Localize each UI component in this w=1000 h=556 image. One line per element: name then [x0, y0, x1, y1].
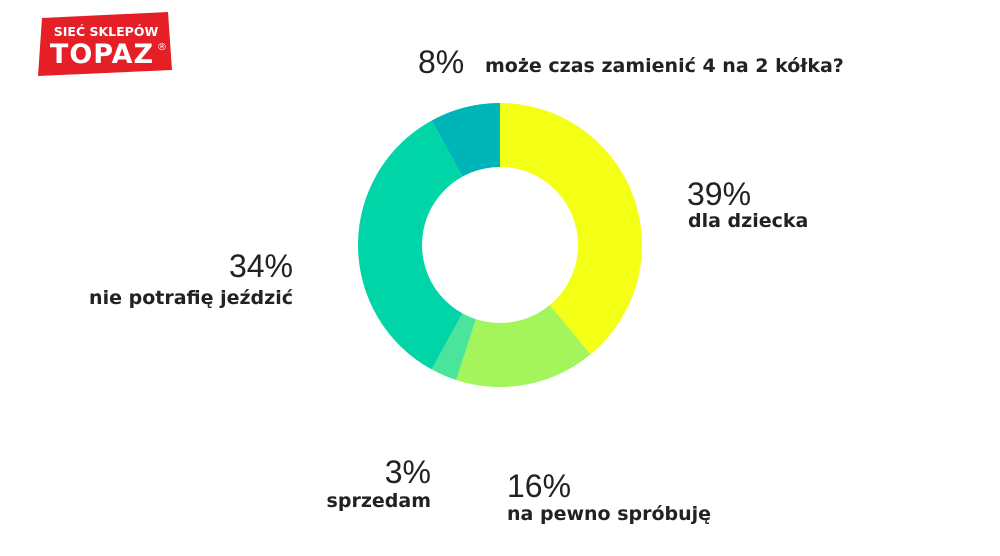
logo-line2: TOPAZ [50, 39, 154, 70]
slice-percent-nie-potrafie: 34% [228, 248, 293, 284]
slice-percent-moze-czas: 8% [418, 44, 465, 80]
slice-percent-na-pewno: 16% [507, 468, 572, 504]
slice-percent-sprzedam: 3% [384, 454, 431, 490]
slice-label-sprzedam: sprzedam [326, 490, 431, 512]
logo-line1: SIEĆ SKLEPÓW [54, 24, 159, 39]
logo-registered-mark: ® [157, 42, 167, 53]
topaz-logo: SIEĆ SKLEPÓW TOPAZ ® [38, 12, 172, 76]
slice-percent-dla-dziecka: 39% [687, 176, 752, 212]
donut-hole [422, 167, 578, 323]
slice-label-nie-potrafie: nie potrafię jeździć [89, 287, 293, 309]
slice-label-moze-czas: może czas zamienić 4 na 2 kółka? [485, 55, 844, 77]
slice-label-na-pewno: na pewno spróbuję [507, 503, 712, 525]
logo-badge [38, 12, 172, 76]
slice-label-dla-dziecka: dla dziecka [688, 210, 809, 232]
